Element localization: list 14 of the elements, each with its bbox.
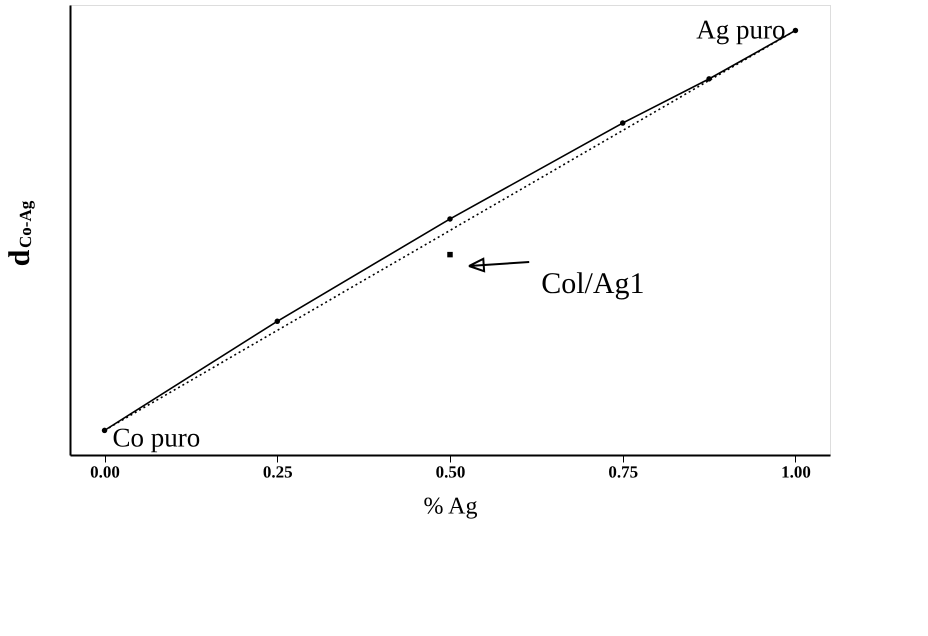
annotation: Co puro (112, 422, 200, 452)
x-axis-title: % Ag (424, 494, 478, 520)
point (274, 318, 280, 324)
annotation: Ag puro (696, 14, 786, 44)
x-tick-label: 1.00 (781, 462, 811, 482)
x-tick-label: 0.50 (436, 462, 466, 482)
point (447, 216, 453, 222)
y-axis-title: dCo-Ag (3, 200, 36, 266)
annotation: Col/Ag1 (541, 267, 645, 300)
x-tick-label: 0.00 (90, 462, 120, 482)
point (447, 252, 453, 258)
x-tick-label: 0.75 (608, 462, 638, 482)
point (620, 120, 626, 126)
x-tick-label: 0.25 (262, 462, 293, 482)
